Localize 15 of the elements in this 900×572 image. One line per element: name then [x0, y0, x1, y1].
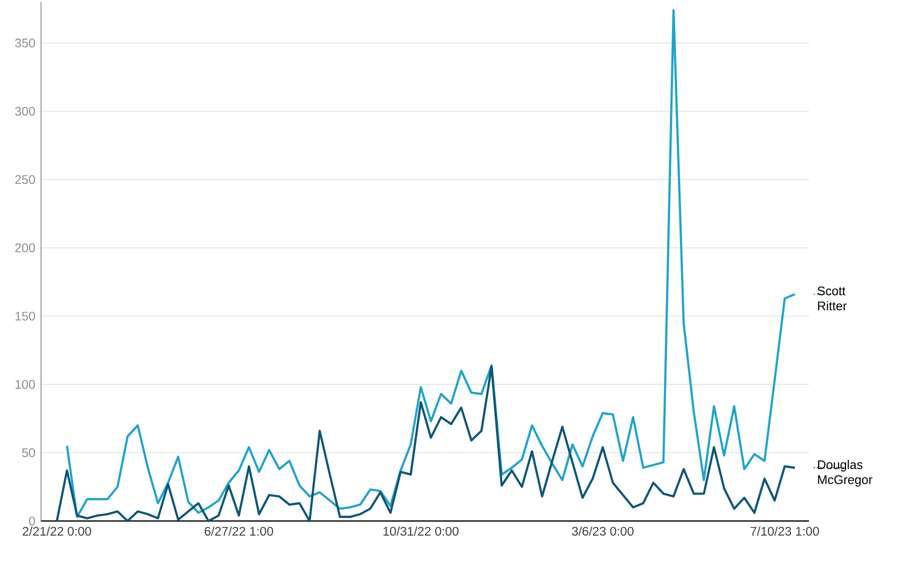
x-tick-label: 6/27/22 1:00: [204, 526, 274, 536]
y-tick-label: 100: [16, 380, 35, 389]
series-label: Douglas McGregor: [818, 460, 872, 487]
y-tick-label: 0: [29, 516, 35, 526]
y-tick-label: 150: [16, 312, 35, 321]
x-tick-label: 3/6/23 0:00: [572, 526, 634, 536]
x-tick-label: 7/10/23 1:00: [750, 526, 819, 536]
x-tick-label: 2/21/22 0:00: [22, 526, 92, 536]
y-tick-label: 50: [22, 448, 35, 458]
y-tick-label: 350: [15, 38, 35, 48]
x-tick-label: 10/31/22 0:00: [384, 526, 459, 536]
y-tick-label: 300: [15, 106, 35, 116]
y-tick-label: 250: [15, 175, 35, 184]
y-tick-label: 200: [15, 243, 35, 252]
series-label: Scott Ritter: [818, 286, 847, 310]
